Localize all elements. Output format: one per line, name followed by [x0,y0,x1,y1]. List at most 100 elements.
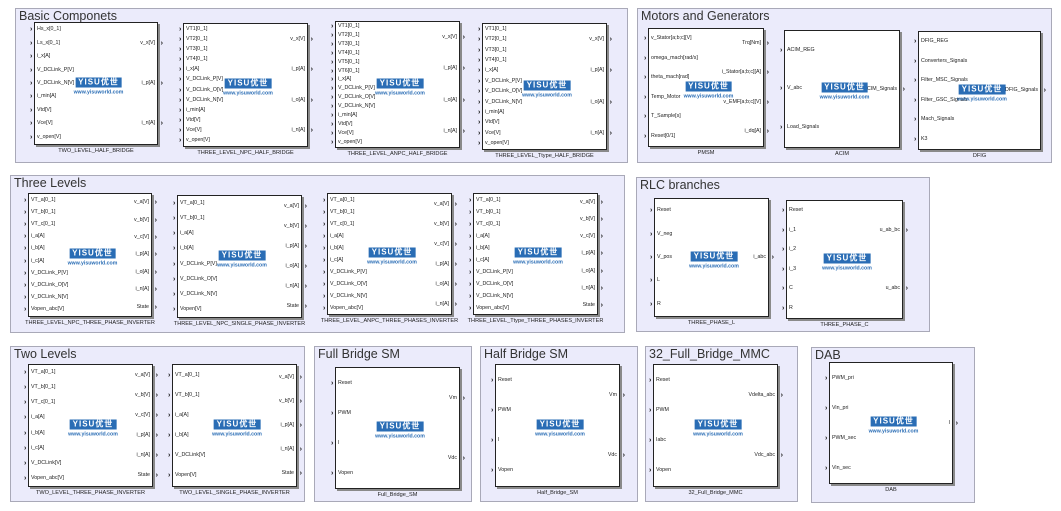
input-port[interactable]: › V_DCLink[V] [24,460,61,467]
input-port[interactable]: › i_2 [782,246,796,253]
input-port[interactable]: › i_b[A] [168,432,189,439]
input-port[interactable]: › V_DCLink_O[V] [331,94,375,101]
input-port[interactable]: › R [650,301,661,308]
subsystem-block[interactable]: › VT_a[0_1] › VT_b[0_1] › VT_c[0_1] › i_a[A] › i_… [468,193,603,324]
input-port[interactable]: › V_neg [650,231,672,238]
output-port[interactable]: › i_o[A] [135,269,157,276]
input-port[interactable]: › Reset[0/1] [644,133,675,140]
output-port[interactable]: › State [583,302,603,309]
output-port[interactable]: › i_o[A] [285,263,307,270]
input-port[interactable]: › VT_b[0_1] [323,209,354,216]
input-port[interactable]: › VT_b[0_1] [24,209,55,216]
input-port[interactable]: › VT4[0_1] [331,50,360,57]
output-port[interactable]: › i_n[A] [141,120,163,127]
input-port[interactable]: › i_x[A] [179,66,199,73]
input-port[interactable]: › VT_b[0_1] [469,209,500,216]
output-port[interactable]: › i_o[A] [291,97,313,104]
input-port[interactable]: › i_c[A] [24,445,44,452]
subsystem-block[interactable]: › VT_a[0_1] › VT_b[0_1] › VT_c[0_1] › i_a[A] › i_… [24,364,158,496]
subsystem-block[interactable]: › DFIG_REG › Converters_Signals › Filter_MSC_… [914,31,1046,159]
input-port[interactable]: › Vce[V] [179,127,202,134]
input-port[interactable]: › PWM [649,407,669,414]
subsystem-block[interactable]: › Reset › PWM › I › Vopen › Vm › Vdc YISU优世 www.yisuw… [331,367,465,498]
input-port[interactable]: › i_b[A] [24,430,45,437]
subsystem-block[interactable]: › v_Stator[a;b;c][V] › omega_mach[rad/s] › th… [644,28,769,156]
input-port[interactable]: › V_DCLink_N[V] [24,294,68,301]
input-port[interactable]: › i_b[A] [469,245,490,252]
output-port[interactable]: › v_b[V] [135,392,158,399]
output-port[interactable]: › i_p[A] [285,243,307,250]
input-port[interactable]: › V_DCLink[V] [168,452,205,459]
input-port[interactable]: › V_DCLink_P[V] [24,270,68,277]
input-port[interactable]: › i_x[A] [331,76,351,83]
output-port[interactable]: › v_a[V] [134,199,157,206]
input-port[interactable]: › Vce[V] [331,130,354,137]
output-port[interactable]: › i_abc [753,254,774,261]
input-port[interactable]: › Vin_sec [825,465,851,472]
input-port[interactable]: › v_open[V] [331,139,362,146]
input-port[interactable]: › Filter_GSC_Signals [914,97,968,104]
input-port[interactable]: › i_c[A] [24,258,44,265]
input-port[interactable]: › Vopen[V] [168,472,197,479]
input-port[interactable]: › V_DCLink_P[V] [30,67,74,74]
input-port[interactable]: › PWM_sec [825,435,856,442]
output-port[interactable]: › v_a[V] [580,199,603,206]
output-port[interactable]: › i_Stator[a;b;c][A] [722,69,769,76]
output-port[interactable]: › v_EMF[a;b;c][V] [723,99,769,106]
input-port[interactable]: › VT_c[0_1] [323,221,354,228]
input-port[interactable]: › L [650,277,660,284]
input-port[interactable]: › i_a[A] [173,230,194,237]
output-port[interactable]: › DFIG_Signals [1005,87,1046,94]
input-port[interactable]: › VT5[0_1] [331,59,360,66]
input-port[interactable]: › VT_a[0_1] [168,372,199,379]
output-port[interactable]: › v_c[V] [580,233,603,240]
input-port[interactable]: › C [782,285,793,292]
input-port[interactable]: › Vce[V] [30,120,53,127]
subsystem-block[interactable]: › PWM_pri › Vin_pri › PWM_sec › Vin_sec › I YISU优世… [825,362,958,493]
input-port[interactable]: › V_DCLink_O[V] [179,87,223,94]
output-port[interactable]: › u_ab_bc [880,227,908,234]
input-port[interactable]: › V_DCLink_P[V] [173,261,217,268]
input-port[interactable]: › V_DCLink_P[V] [331,85,375,92]
input-port[interactable]: › PWM_pri [825,375,854,382]
subsystem-block[interactable]: › VT_a[0_1] › VT_b[0_1] › i_a[A] › i_b[A] › V_DCL… [168,364,302,496]
output-port[interactable]: › i_p[A] [280,422,302,429]
input-port[interactable]: › V_DCLink_O[V] [24,282,68,289]
input-port[interactable]: › VT1[0_1] [331,23,360,30]
subsystem-block[interactable]: › VT_a[0_1] › VT_b[0_1] › VT_c[0_1] › i_a[A] › i_… [24,193,157,326]
output-port[interactable]: › State [138,472,158,479]
input-port[interactable]: › i_a[A] [24,414,45,421]
subsystem-block[interactable]: › VT_a[0_1] › VT_b[0_1] › VT_c[0_1] › i_a[A] › i_… [321,193,458,324]
input-port[interactable]: › PWM [331,410,351,417]
output-port[interactable]: › i_p[A] [135,251,157,258]
output-port[interactable]: › v_x[V] [589,36,612,43]
output-port[interactable]: › v_b[V] [284,223,307,230]
input-port[interactable]: › V_DCLink_N[V] [478,99,522,106]
input-port[interactable]: › Vopen_abc[V] [469,305,509,312]
input-port[interactable]: › i_b[A] [24,245,45,252]
input-port[interactable]: › Reset [649,377,670,384]
output-port[interactable]: › v_a[V] [284,203,307,210]
input-port[interactable]: › Converters_Signals [914,58,967,65]
input-port[interactable]: › i_min[A] [179,107,205,114]
input-port[interactable]: › VT_a[0_1] [323,197,354,204]
input-port[interactable]: › v_open[V] [30,134,61,141]
input-port[interactable]: › Vtd[V] [30,107,51,114]
subsystem-block[interactable]: › VT_a[0_1] › VT_b[0_1] › i_a[A] › i_b[A] › V_DCL… [173,195,307,327]
subsystem-block[interactable]: › VT1[0_1] › VT2[0_1] › VT3[0_1] › VT4[0_1] › VT5… [331,21,465,157]
input-port[interactable]: › T_Sample[s] [644,113,681,120]
output-port[interactable]: › i_p[A] [590,67,612,74]
output-port[interactable]: › Vm [609,392,625,399]
input-port[interactable]: › Vtd[V] [179,117,200,124]
input-port[interactable]: › V_DCLink_P[V] [323,269,367,276]
input-port[interactable]: › i_c[A] [469,257,489,264]
output-port[interactable]: › State [137,304,157,311]
input-port[interactable]: › PWM [491,407,511,414]
subsystem-block[interactable]: › VT1[0_1] › VT2[0_1] › VT3[0_1] › VT4[0_1] › i_x… [179,23,313,156]
output-port[interactable]: › i_n[A] [285,283,307,290]
input-port[interactable]: › I [491,437,499,444]
input-port[interactable]: › i_min[A] [331,112,357,119]
output-port[interactable]: › i_p[A] [141,80,163,87]
input-port[interactable]: › v_open[V] [179,137,210,144]
input-port[interactable]: › VT3[0_1] [331,41,360,48]
